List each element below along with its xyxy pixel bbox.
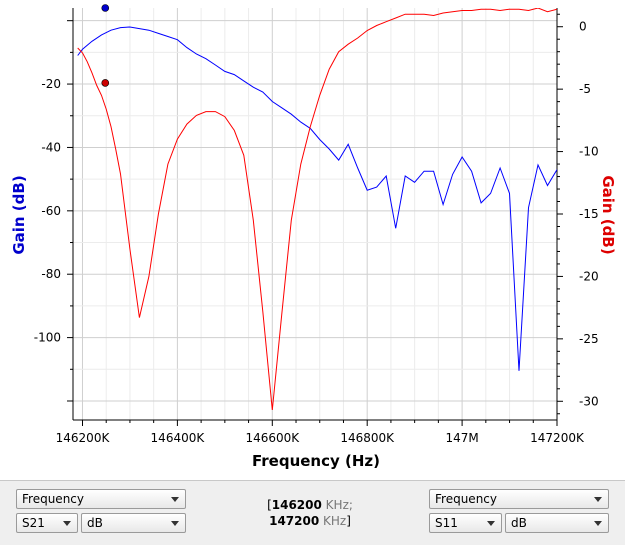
y-right-tick-label: -20 <box>579 269 599 283</box>
range-open-bracket: [ <box>267 498 272 512</box>
plot-area <box>73 8 557 420</box>
y-left-tick-label: -80 <box>41 267 61 281</box>
left-unit-value: dB <box>87 516 103 530</box>
x-tick-label: 146800K <box>340 431 395 445</box>
chevron-down-icon <box>487 521 495 526</box>
y-right-tick-label: -30 <box>579 394 599 408</box>
y-left-tick-label: -100 <box>34 331 61 345</box>
left-param-select[interactable]: S21 <box>16 513 78 533</box>
left-mode-select[interactable]: Frequency <box>16 489 186 509</box>
axes: 146200K 146400K 146600K 146800K 147M 147200K -… <box>34 8 599 445</box>
chevron-down-icon <box>171 497 179 502</box>
y-right-tick-label: -5 <box>579 82 591 96</box>
chevron-down-icon <box>171 521 179 526</box>
y-right-tick-label: -15 <box>579 207 599 221</box>
frequency-range: [146200 KHz; 147200 KHz] <box>240 497 380 529</box>
marker-layer <box>101 4 110 87</box>
right-mode-select[interactable]: Frequency <box>429 489 609 509</box>
gain-chart: 146200K 146400K 146600K 146800K 147M 147200K -… <box>10 4 617 470</box>
x-tick-label: 146200K <box>56 431 111 445</box>
range-close-bracket: ] <box>346 514 351 528</box>
right-param-value: S11 <box>435 516 458 530</box>
y-right-tick-label: -25 <box>579 332 599 346</box>
x-tick-label: 147M <box>445 431 478 445</box>
y-left-tick-label: -40 <box>41 140 61 154</box>
range-start-unit: KHz; <box>321 498 353 512</box>
right-unit-value: dB <box>511 516 527 530</box>
x-tick-label: 146600K <box>245 431 300 445</box>
y-right-tick-label: -10 <box>579 145 599 159</box>
x-tick-label: 147200K <box>530 431 585 445</box>
chevron-down-icon <box>594 521 602 526</box>
range-end-unit: KHz <box>319 514 347 528</box>
right-unit-select[interactable]: dB <box>505 513 609 533</box>
y-axis-right-title: Gain (dB) <box>599 175 617 254</box>
x-axis-title: Frequency (Hz) <box>252 452 380 470</box>
y-left-tick-label: -20 <box>41 77 61 91</box>
x-tick-label: 146400K <box>151 431 206 445</box>
range-end: 147200 <box>269 514 320 528</box>
left-param-value: S21 <box>22 516 45 530</box>
chevron-down-icon <box>63 521 71 526</box>
marker-s11 <box>101 79 110 87</box>
grid <box>73 8 558 420</box>
y-axis-left-title: Gain (dB) <box>10 175 28 254</box>
left-unit-select[interactable]: dB <box>81 513 186 533</box>
y-right-tick-label: 0 <box>579 20 587 34</box>
marker-s21 <box>101 4 110 12</box>
y-left-tick-label: -60 <box>41 204 61 218</box>
left-mode-value: Frequency <box>22 492 84 506</box>
chevron-down-icon <box>594 497 602 502</box>
series-s11-line <box>77 8 557 411</box>
series-layer <box>77 8 557 411</box>
series-s21-line <box>77 26 557 371</box>
range-start: 146200 <box>271 498 322 512</box>
right-param-select[interactable]: S11 <box>429 513 502 533</box>
right-mode-value: Frequency <box>435 492 497 506</box>
